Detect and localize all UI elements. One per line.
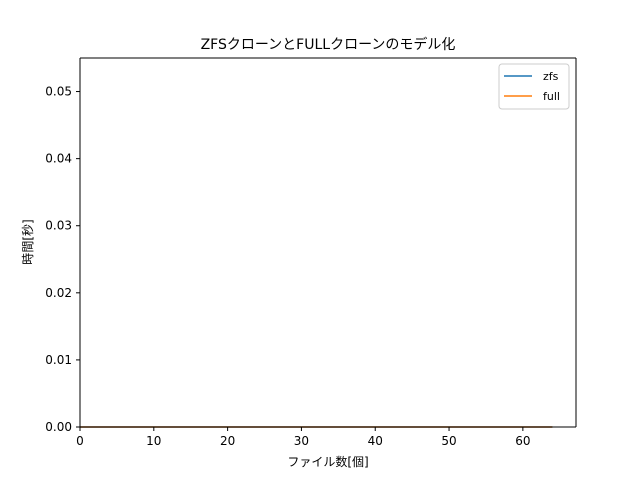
x-tick-label: 10 [146,434,161,448]
x-tick-label: 0 [76,434,84,448]
x-axis-label: ファイル数[個] [287,454,368,469]
legend-label-zfs: zfs [543,70,559,83]
y-tick-label: 0.03 [45,219,72,233]
y-tick-label: 0.00 [45,420,72,434]
x-tick-label: 40 [368,434,383,448]
x-tick-label: 20 [220,434,235,448]
chart-title: ZFSクローンとFULLクローンのモデル化 [201,36,456,53]
plot-area [80,58,576,427]
y-tick-label: 0.04 [45,152,72,166]
x-tick-label: 50 [441,434,456,448]
legend: zfs full [498,63,570,110]
y-axis: 0.00 0.01 0.02 0.03 0.04 0.05 [45,85,80,434]
plot-background [80,58,576,427]
y-tick-label: 0.01 [45,353,72,367]
y-tick-label: 0.05 [45,85,72,99]
legend-label-full: full [543,90,560,103]
axes-frame [79,57,577,428]
y-tick-label: 0.02 [45,286,72,300]
x-tick-label: 60 [515,434,530,448]
y-axis-label: 時間[秒] [21,219,35,264]
x-tick-label: 30 [294,434,309,448]
x-axis: 0 10 20 30 40 50 60 [76,427,530,448]
